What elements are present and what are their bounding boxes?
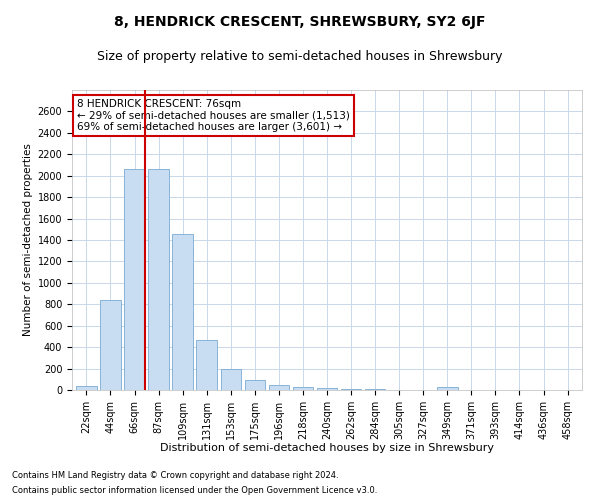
Bar <box>437 387 458 390</box>
Text: 8, HENDRICK CRESCENT, SHREWSBURY, SY2 6JF: 8, HENDRICK CRESCENT, SHREWSBURY, SY2 6J… <box>114 15 486 29</box>
X-axis label: Distribution of semi-detached houses by size in Shrewsbury: Distribution of semi-detached houses by … <box>160 444 494 454</box>
Y-axis label: Number of semi-detached properties: Number of semi-detached properties <box>23 144 34 336</box>
Bar <box>172 234 193 390</box>
Bar <box>269 384 289 390</box>
Bar <box>196 340 217 390</box>
Text: Contains HM Land Registry data © Crown copyright and database right 2024.: Contains HM Land Registry data © Crown c… <box>12 471 338 480</box>
Bar <box>100 300 121 390</box>
Bar <box>341 389 361 390</box>
Text: 8 HENDRICK CRESCENT: 76sqm
← 29% of semi-detached houses are smaller (1,513)
69%: 8 HENDRICK CRESCENT: 76sqm ← 29% of semi… <box>77 99 350 132</box>
Bar <box>76 386 97 390</box>
Bar <box>124 170 145 390</box>
Text: Size of property relative to semi-detached houses in Shrewsbury: Size of property relative to semi-detach… <box>97 50 503 63</box>
Bar <box>293 388 313 390</box>
Text: Contains public sector information licensed under the Open Government Licence v3: Contains public sector information licen… <box>12 486 377 495</box>
Bar <box>221 368 241 390</box>
Bar <box>317 388 337 390</box>
Bar <box>148 170 169 390</box>
Bar <box>245 380 265 390</box>
